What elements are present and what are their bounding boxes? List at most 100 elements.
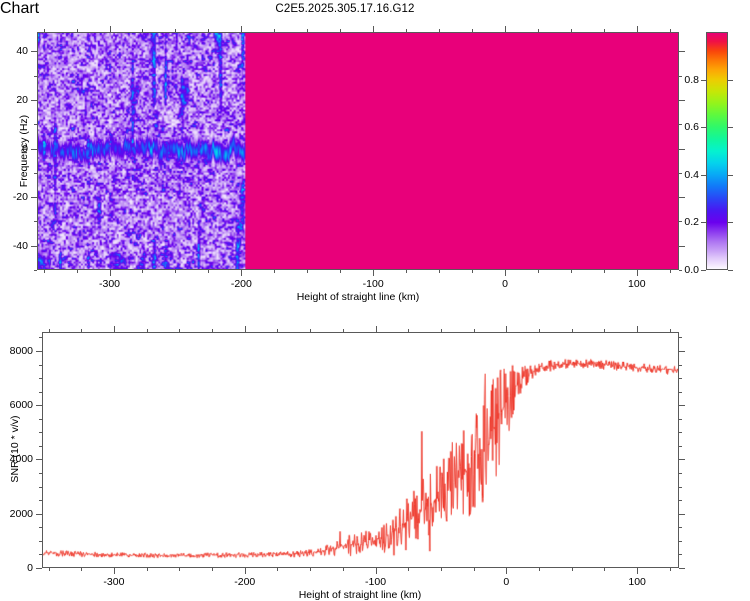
- spectrogram-xtick-minor: [142, 270, 144, 273]
- colorbar-tick-right: [728, 174, 733, 176]
- spectrogram-ytick-minor: [34, 124, 37, 126]
- snr-ytick-minor-right: [679, 500, 682, 502]
- colorbar-tick-right: [728, 79, 733, 81]
- snr-xtick-minor: [277, 568, 279, 571]
- spectrogram-xtick-major-top: [373, 26, 375, 32]
- spectrogram-xtick-minor-top: [208, 29, 210, 32]
- snr-xtick-minor-top: [440, 329, 442, 332]
- colorbar: [706, 32, 728, 270]
- snr-xtick-minor: [408, 568, 410, 571]
- spectrogram-ytick-major-right: [679, 245, 685, 247]
- spectrogram-xtick-minor-top: [537, 29, 539, 32]
- snr-ytick-minor: [39, 445, 42, 447]
- spectrogram-ytick-minor-right: [679, 172, 682, 174]
- spectrogram-ytick-minor-right: [679, 221, 682, 223]
- spectrogram-xtick-minor: [603, 270, 605, 273]
- colorbar-ticklabel: 0.4: [684, 168, 699, 181]
- spectrogram-xtick-minor: [274, 270, 276, 273]
- snr-xtick-minor-top: [571, 329, 573, 332]
- snr-ytick-major: [36, 568, 42, 569]
- spectrogram-ytick-major: [31, 100, 37, 101]
- snr-xtick-minor-top: [146, 329, 148, 332]
- snr-ytick-minor: [39, 500, 42, 502]
- snr-xtick-major: [113, 568, 115, 574]
- colorbar-tick: [701, 127, 706, 129]
- spectrogram-xtick-minor-top: [439, 29, 441, 32]
- snr-ytick-major-right: [679, 405, 685, 407]
- snr-yticklabel: 6000: [9, 399, 33, 412]
- snr-xtick-major-top: [113, 326, 115, 332]
- spectrogram-yticklabel: -20: [12, 191, 28, 204]
- spectrogram-ytick-major-right: [679, 197, 685, 199]
- snr-xtick-minor-top: [669, 329, 671, 332]
- spectrogram-yticklabel: 40: [16, 45, 28, 58]
- spectrogram-ytick-minor: [34, 75, 37, 77]
- spectrogram-ytick-major: [31, 197, 37, 199]
- colorbar-tick: [701, 79, 706, 81]
- snr-xtick-minor: [571, 568, 573, 571]
- snr-ytick-minor-right: [679, 418, 682, 420]
- snr-yticklabel: 2000: [9, 507, 33, 520]
- snr-xtick-major-top: [506, 326, 508, 332]
- snr-ytick-major: [36, 405, 42, 407]
- snr-yaxis-title: SNR (10 * v/v): [9, 415, 21, 483]
- spectrogram-xtick-major: [241, 270, 243, 276]
- spectrogram-xtick-minor-top: [76, 29, 78, 32]
- snr-yticklabel: 4000: [9, 453, 33, 466]
- snr-xticklabel: -200: [234, 576, 256, 588]
- spectrogram-xtick-minor: [340, 270, 342, 273]
- spectrogram-ytick-minor-right: [679, 124, 682, 126]
- spectrogram-xtick-minor: [175, 270, 177, 273]
- snr-xtick-major: [375, 568, 377, 574]
- spectrogram-xtick-minor: [669, 270, 671, 273]
- spectrogram-xtick-minor: [406, 270, 408, 273]
- snr-axes: [42, 332, 679, 568]
- spectrogram-ytick-minor-right: [679, 75, 682, 77]
- spectrogram-xtick-minor: [439, 270, 441, 273]
- spectrogram-ytick-major: [31, 245, 37, 247]
- snr-ytick-minor-right: [679, 391, 682, 393]
- snr-ytick-major-right: [679, 350, 685, 352]
- colorbar-ticklabel: 0.8: [684, 73, 699, 86]
- snr-ytick-minor-right: [679, 432, 682, 434]
- spectrogram-xtick-minor: [208, 270, 210, 273]
- snr-xtick-minor: [473, 568, 475, 571]
- spectrogram-xtick-minor: [537, 270, 539, 273]
- spectrogram-yticklabel: -40: [12, 239, 28, 252]
- spectrogram-xtick-minor-top: [603, 29, 605, 32]
- spectrogram-xtick-major: [373, 270, 375, 276]
- colorbar-ticklabel: 0.0: [684, 264, 699, 276]
- spectrogram-ytick-major: [31, 148, 37, 150]
- spectrogram-yaxis-title: Frequency (Hz): [18, 114, 30, 188]
- colorbar-ticklabel: 0.2: [684, 216, 699, 229]
- spectrogram-xtick-major: [109, 270, 111, 276]
- spectrogram-xtick-minor-top: [43, 29, 45, 32]
- snr-xaxis-title: Height of straight line (km): [298, 589, 422, 601]
- snr-xtick-minor-top: [539, 329, 541, 332]
- spectrogram-xtick-minor-top: [570, 29, 572, 32]
- snr-xtick-minor: [310, 568, 312, 571]
- snr-ytick-minor: [39, 337, 42, 339]
- snr-ytick-major: [36, 350, 42, 352]
- snr-xticklabel: -100: [365, 576, 387, 588]
- spectrogram-xtick-minor-top: [274, 29, 276, 32]
- snr-ytick-major: [36, 459, 42, 461]
- snr-xtick-minor-top: [408, 329, 410, 332]
- snr-ytick-minor: [39, 364, 42, 366]
- colorbar-tick-right: [728, 127, 733, 129]
- snr-xtick-minor: [669, 568, 671, 571]
- colorbar-tick: [701, 222, 706, 224]
- spectrogram-xaxis-title: Height of straight line (km): [296, 291, 420, 303]
- snr-ytick-minor-right: [679, 364, 682, 366]
- colorbar-tick-right: [728, 270, 733, 271]
- spectrogram-xtick-major-top: [241, 26, 243, 32]
- spectrogram-ytick-minor-right: [679, 270, 682, 271]
- snr-xtick-minor-top: [212, 329, 214, 332]
- snr-xtick-major: [506, 568, 508, 574]
- spectrogram-xtick-minor-top: [307, 29, 309, 32]
- snr-ytick-minor: [39, 554, 42, 556]
- spectrogram-ytick-major-right: [679, 148, 685, 150]
- spectrogram-xtick-major-top: [504, 26, 506, 32]
- spectrogram-xtick-minor-top: [669, 29, 671, 32]
